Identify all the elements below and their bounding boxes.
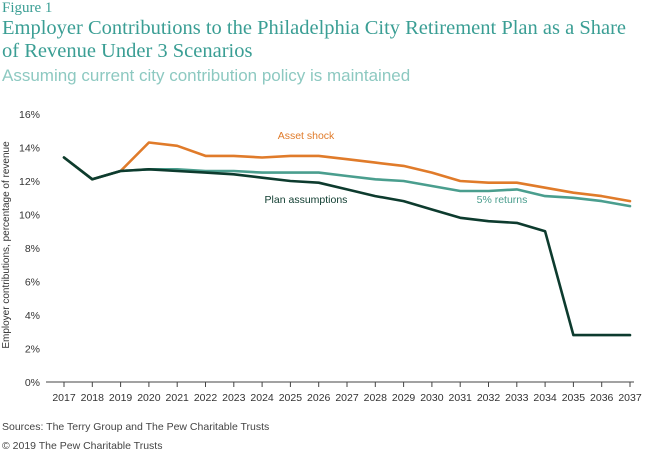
chart-title: Employer Contributions to the Philadelph…	[2, 17, 627, 62]
y-tick-label: 6%	[25, 277, 40, 289]
series-label-returns-5: 5% returns	[477, 194, 528, 206]
x-tick-label: 2032	[477, 392, 501, 404]
series-lines	[62, 141, 632, 337]
series-label-asset-shock: Asset shock	[278, 130, 335, 142]
series-label-plan-assumptions: Plan assumptions	[265, 194, 348, 206]
y-tick-label: 8%	[25, 243, 40, 255]
series-line-plan-assumptions	[62, 156, 632, 337]
x-tick-label: 2033	[505, 392, 529, 404]
x-tick-label: 2025	[279, 392, 303, 404]
x-tick-label: 2030	[420, 392, 444, 404]
figure-label: Figure 1	[2, 0, 53, 16]
y-axis-label: Employer contributions, percentage of re…	[1, 141, 12, 349]
x-tick-label: 2019	[109, 392, 133, 404]
x-tick-label: 2017	[52, 392, 76, 404]
series-labels: Asset shock 5% returns Plan assumptions	[265, 130, 528, 206]
source-note: Sources: The Terry Group and The Pew Cha…	[2, 421, 270, 433]
x-tick-label: 2024	[250, 392, 274, 404]
x-tick-label: 2023	[222, 392, 246, 404]
y-tick-label: 2%	[25, 344, 40, 356]
y-tick-label: 10%	[19, 210, 40, 222]
copyright-note: © 2019 The Pew Charitable Trusts	[2, 440, 163, 452]
x-tick-label: 2036	[590, 392, 614, 404]
x-tick-label: 2037	[618, 392, 642, 404]
chart-subtitle: Assuming current city contribution polic…	[2, 66, 411, 85]
x-tick-label: 2035	[562, 392, 586, 404]
y-tick-label: 16%	[19, 109, 40, 121]
y-tick-label: 14%	[19, 143, 40, 155]
y-tick-label: 0%	[25, 377, 40, 389]
x-tick-label: 2021	[166, 392, 190, 404]
x-axis: 2017 2018 2019 2020 2021 2022 2023 2024 2025 2026…	[46, 381, 642, 404]
x-tick-label: 2027	[335, 392, 359, 404]
x-tick-label: 2020	[137, 392, 161, 404]
x-tick-label: 2034	[533, 392, 557, 404]
x-tick-label: 2018	[81, 392, 105, 404]
x-tick-label: 2028	[364, 392, 388, 404]
y-tick-label: 12%	[19, 176, 40, 188]
series-line-asset-shock	[62, 141, 632, 203]
y-axis: 0% 2% 4% 6% 8% 10% 12% 14% 16%	[19, 109, 40, 389]
x-tick-label: 2031	[449, 392, 473, 404]
y-tick-label: 4%	[25, 310, 40, 322]
x-tick-label: 2022	[194, 392, 218, 404]
x-tick-label: 2026	[307, 392, 331, 404]
x-tick-label: 2029	[392, 392, 416, 404]
